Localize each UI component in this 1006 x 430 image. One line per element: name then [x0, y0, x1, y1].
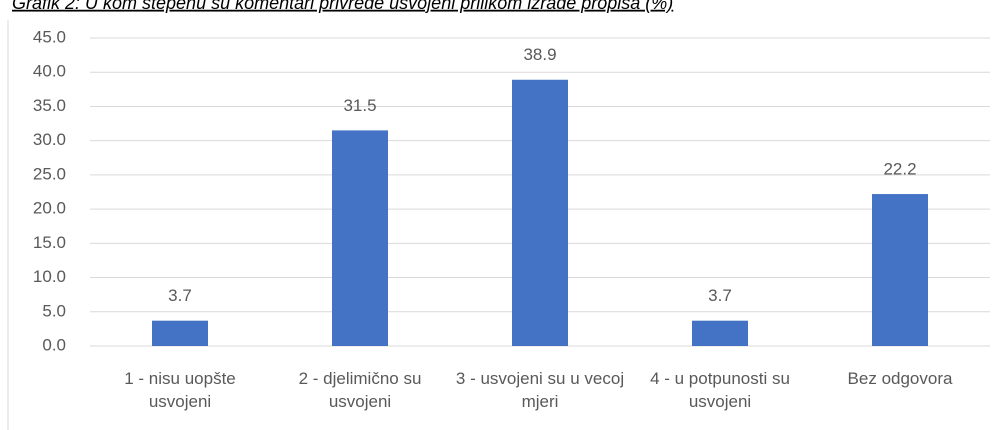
x-tick-label: 3 - usvojeni su u vecoj mjeri — [455, 369, 625, 411]
y-tick-label: 15.0 — [33, 233, 66, 252]
y-tick-label: 20.0 — [33, 199, 66, 218]
y-tick-label: 5.0 — [42, 301, 66, 320]
x-tick-label: Bez odgovora — [847, 369, 953, 388]
data-label: 22.2 — [883, 160, 916, 179]
y-tick-label: 0.0 — [42, 335, 66, 354]
bar — [332, 130, 388, 346]
x-tick-label: 2 - djelimično su usvojeni — [298, 369, 422, 411]
x-tick-label: 1 - nisu uopšte usvojeni — [124, 369, 236, 411]
y-tick-label: 10.0 — [33, 267, 66, 286]
y-tick-label: 30.0 — [33, 130, 66, 149]
data-label: 38.9 — [523, 45, 556, 64]
y-tick-label: 35.0 — [33, 96, 66, 115]
chart-title: Grafik 2: U kom stepenu su komentari pri… — [12, 0, 673, 13]
bar — [512, 79, 568, 347]
bar — [692, 320, 748, 346]
y-tick-label: 45.0 — [33, 27, 66, 46]
bar — [152, 320, 208, 346]
x-tick-label: 4 - u potpunosti su usvojeni — [650, 369, 790, 411]
y-tick-label: 40.0 — [33, 62, 66, 81]
data-label: 31.5 — [343, 96, 376, 115]
y-tick-label: 25.0 — [33, 164, 66, 183]
data-label: 3.7 — [708, 286, 732, 305]
data-label: 3.7 — [168, 286, 192, 305]
bar — [872, 194, 928, 346]
